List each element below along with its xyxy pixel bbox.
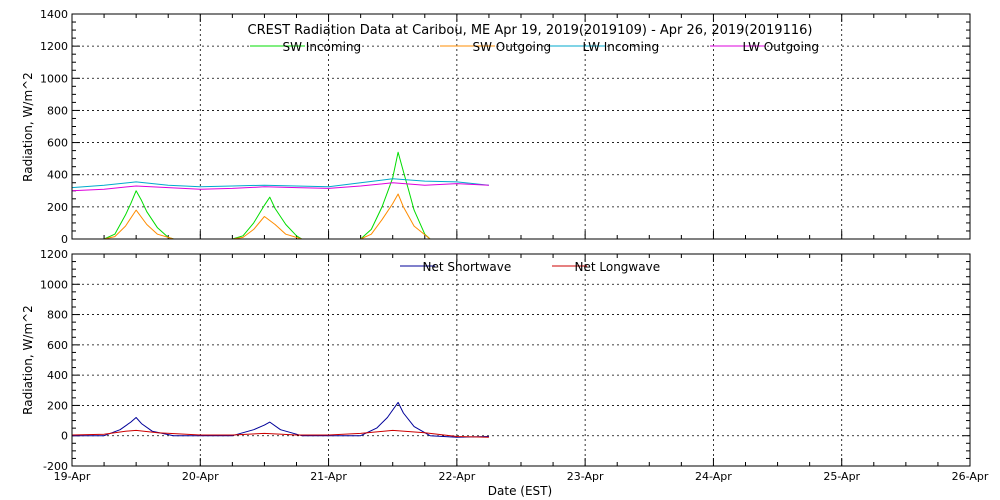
x-tick-label: 20-Apr <box>182 470 219 483</box>
y-tick-labels-top: 0 200 400 600 800 1000 1200 1400 <box>40 8 68 246</box>
series-line-net-shortwave <box>72 401 489 438</box>
y-tick-label: 400 <box>47 369 68 382</box>
x-axis-label: Date (EST) <box>488 484 552 498</box>
legend-label-sw-incoming: SW Incoming <box>283 40 362 54</box>
y-tick-label: 1000 <box>40 278 68 291</box>
y-axis-label-bottom: Radiation, W/m^2 <box>21 305 35 415</box>
y-tick-label: 800 <box>47 309 68 322</box>
y-tick-label: 600 <box>47 339 68 352</box>
legend-top: SW Incoming SW Outgoing LW Incoming LW Outg… <box>250 40 819 54</box>
y-tick-label: 800 <box>47 104 68 117</box>
y-tick-label: 1400 <box>40 8 68 21</box>
y-tick-label: 200 <box>47 399 68 412</box>
y-tick-label: 1200 <box>40 248 68 261</box>
series-line-sw-incoming <box>103 151 431 240</box>
chart-title: CREST Radiation Data at Caribou, ME Apr … <box>248 23 813 38</box>
x-tick-label: 21-Apr <box>310 470 347 483</box>
plot-frame-top <box>71 13 971 240</box>
x-tick-label: 22-Apr <box>438 470 475 483</box>
series-group-top <box>71 151 489 240</box>
y-axis-label-top: Radiation, W/m^2 <box>21 72 35 182</box>
x-tick-label: 23-Apr <box>567 470 604 483</box>
chart-panel-bottom: Net Shortwave Net Longwave -200 0 200 400 600… <box>21 248 989 498</box>
y-tick-label: 200 <box>47 201 68 214</box>
x-tick-label: 25-Apr <box>823 470 860 483</box>
x-tick-label: 24-Apr <box>695 470 732 483</box>
legend-label-net-longwave: Net Longwave <box>575 260 661 274</box>
legend-label-sw-outgoing: SW Outgoing <box>473 40 552 54</box>
chart-panel-top: CREST Radiation Data at Caribou, ME Apr … <box>21 8 971 246</box>
y-tick-label: 1000 <box>40 72 68 85</box>
ticks-top <box>71 13 971 240</box>
y-tick-label: -200 <box>43 460 68 473</box>
ticks-bottom <box>71 253 971 467</box>
series-group-bottom <box>71 401 489 438</box>
y-tick-label: 0 <box>61 233 68 246</box>
y-tick-labels-bottom: -200 0 200 400 600 800 1000 1200 <box>40 248 68 473</box>
grid-bottom <box>72 254 970 466</box>
legend-label-lw-outgoing: LW Outgoing <box>743 40 820 54</box>
x-tick-label: 19-Apr <box>54 470 91 483</box>
y-tick-label: 400 <box>47 169 68 182</box>
series-line-sw-outgoing <box>103 193 431 240</box>
x-tick-label: 26-Apr <box>952 470 989 483</box>
series-line-lw-outgoing <box>71 182 489 192</box>
y-tick-label: 600 <box>47 137 68 150</box>
series-line-net-longwave <box>71 429 489 438</box>
plot-frame-bottom <box>71 253 971 467</box>
series-line-lw-incoming <box>71 178 489 189</box>
legend-label-lw-incoming: LW Incoming <box>583 40 660 54</box>
y-tick-label: 1200 <box>40 40 68 53</box>
y-tick-label: 0 <box>61 430 68 443</box>
legend-label-net-shortwave: Net Shortwave <box>423 260 512 274</box>
legend-bottom: Net Shortwave Net Longwave <box>400 260 660 274</box>
x-tick-labels: 19-Apr 20-Apr 21-Apr 22-Apr 23-Apr 24-Apr 25-A… <box>54 470 989 483</box>
